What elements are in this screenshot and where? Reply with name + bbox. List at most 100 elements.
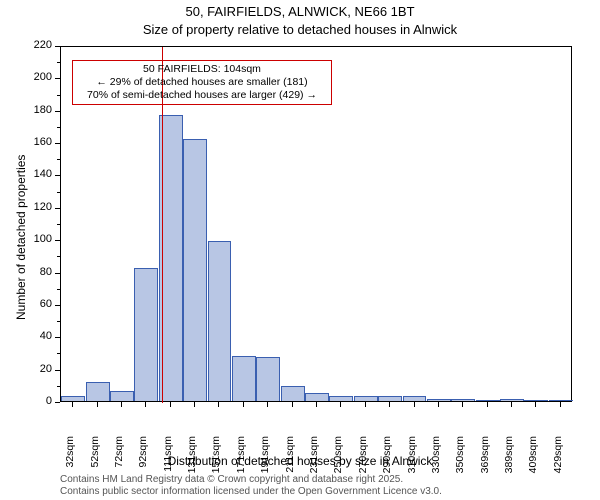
y-tick-label: 40 — [24, 330, 52, 342]
y-tick-label: 200 — [24, 71, 52, 83]
x-tick-label: 32sqm — [64, 436, 76, 480]
y-tick-label: 140 — [24, 168, 52, 180]
x-tick-label: 72sqm — [113, 436, 125, 480]
x-tick-mark — [97, 402, 98, 407]
y-tick-label: 100 — [24, 233, 52, 245]
x-tick-label: 250sqm — [332, 436, 344, 480]
histogram-bar — [427, 399, 451, 401]
x-tick-label: 92sqm — [137, 436, 149, 480]
footer-line2: Contains public sector information licen… — [60, 486, 442, 498]
y-tick-label: 20 — [24, 363, 52, 375]
y-tick-label: 180 — [24, 104, 52, 116]
x-tick-label: 151sqm — [210, 436, 222, 480]
x-tick-label: 211sqm — [284, 436, 296, 480]
x-tick-mark — [462, 402, 463, 407]
x-tick-label: 429sqm — [552, 436, 564, 480]
footer-line1: Contains HM Land Registry data © Crown c… — [60, 474, 403, 486]
annotation-line3: 70% of semi-detached houses are larger (… — [77, 89, 327, 102]
y-tick-label: 160 — [24, 136, 52, 148]
y-tick-mark — [57, 321, 60, 322]
x-tick-mark — [487, 402, 488, 407]
y-tick-mark — [55, 46, 60, 47]
x-tick-label: 409sqm — [527, 436, 539, 480]
x-tick-mark — [145, 402, 146, 407]
y-tick-mark — [57, 62, 60, 63]
annotation-line1: 50 FAIRFIELDS: 104sqm — [77, 63, 327, 76]
histogram-bar — [232, 356, 256, 401]
histogram-bar — [110, 391, 134, 401]
x-tick-mark — [194, 402, 195, 407]
histogram-bar — [86, 382, 110, 401]
y-tick-mark — [55, 337, 60, 338]
x-tick-label: 171sqm — [235, 436, 247, 480]
histogram-chart: 50, FAIRFIELDS, ALNWICK, NE66 1BT Size o… — [0, 0, 600, 500]
chart-title-line1: 50, FAIRFIELDS, ALNWICK, NE66 1BT — [0, 4, 600, 19]
annotation-line2: ← 29% of detached houses are smaller (18… — [77, 76, 327, 89]
y-tick-mark — [55, 305, 60, 306]
histogram-bar — [183, 139, 207, 401]
x-tick-mark — [316, 402, 317, 407]
y-tick-mark — [57, 353, 60, 354]
histogram-bar — [476, 400, 500, 401]
y-tick-mark — [57, 95, 60, 96]
y-tick-label: 120 — [24, 201, 52, 213]
histogram-bar — [403, 396, 427, 401]
y-tick-label: 0 — [24, 395, 52, 407]
histogram-bar — [61, 396, 85, 401]
x-tick-label: 369sqm — [479, 436, 491, 480]
x-tick-mark — [511, 402, 512, 407]
x-tick-mark — [340, 402, 341, 407]
x-tick-mark — [218, 402, 219, 407]
histogram-bar — [134, 268, 158, 401]
y-tick-mark — [55, 208, 60, 209]
x-tick-label: 330sqm — [430, 436, 442, 480]
x-tick-label: 231sqm — [308, 436, 320, 480]
x-tick-mark — [243, 402, 244, 407]
histogram-bar — [451, 399, 475, 401]
y-tick-mark — [55, 175, 60, 176]
x-tick-mark — [365, 402, 366, 407]
histogram-bar — [329, 396, 353, 401]
histogram-bar — [378, 396, 402, 401]
y-tick-mark — [57, 127, 60, 128]
x-tick-mark — [389, 402, 390, 407]
histogram-bar — [354, 396, 378, 401]
x-tick-mark — [121, 402, 122, 407]
y-tick-mark — [57, 224, 60, 225]
x-tick-label: 389sqm — [503, 436, 515, 480]
y-tick-mark — [57, 192, 60, 193]
histogram-bar — [208, 241, 232, 401]
x-tick-mark — [535, 402, 536, 407]
y-tick-mark — [55, 402, 60, 403]
histogram-bar — [549, 400, 573, 401]
y-tick-mark — [55, 273, 60, 274]
y-tick-mark — [57, 159, 60, 160]
y-tick-mark — [57, 386, 60, 387]
x-tick-mark — [267, 402, 268, 407]
x-tick-label: 111sqm — [162, 436, 174, 480]
x-tick-label: 131sqm — [186, 436, 198, 480]
x-tick-mark — [560, 402, 561, 407]
x-tick-mark — [292, 402, 293, 407]
x-tick-label: 310sqm — [406, 436, 418, 480]
x-tick-label: 270sqm — [357, 436, 369, 480]
y-tick-label: 60 — [24, 298, 52, 310]
x-tick-mark — [170, 402, 171, 407]
x-tick-mark — [438, 402, 439, 407]
x-tick-mark — [414, 402, 415, 407]
annotation-box: 50 FAIRFIELDS: 104sqm← 29% of detached h… — [72, 60, 332, 105]
y-tick-mark — [55, 143, 60, 144]
y-tick-mark — [55, 78, 60, 79]
y-tick-mark — [57, 289, 60, 290]
y-tick-label: 220 — [24, 39, 52, 51]
histogram-bar — [500, 399, 524, 401]
y-tick-mark — [55, 111, 60, 112]
x-tick-label: 350sqm — [454, 436, 466, 480]
x-tick-label: 191sqm — [259, 436, 271, 480]
x-tick-mark — [72, 402, 73, 407]
y-tick-label: 80 — [24, 266, 52, 278]
y-tick-mark — [57, 256, 60, 257]
y-tick-mark — [55, 240, 60, 241]
y-tick-mark — [55, 370, 60, 371]
x-tick-label: 52sqm — [89, 436, 101, 480]
